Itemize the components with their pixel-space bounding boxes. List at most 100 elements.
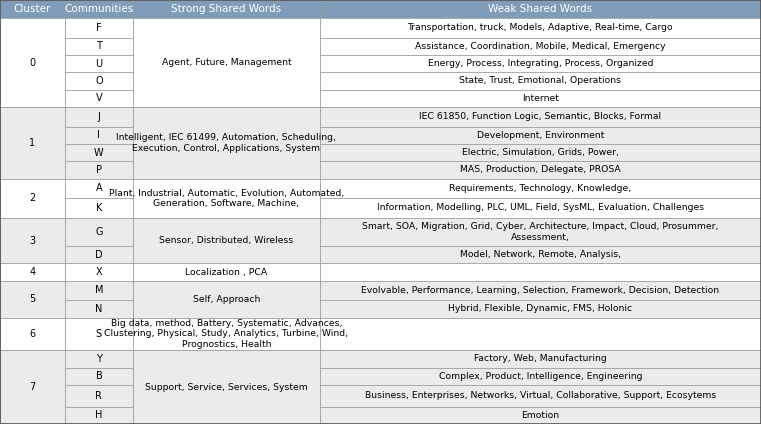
Text: Requirements, Technology, Knowledge,: Requirements, Technology, Knowledge, [449, 184, 632, 193]
Bar [0, 0, 65, 18]
Bar [320, 198, 761, 218]
Text: Transportation, truck, Models, Adaptive, Real-time, Cargo: Transportation, truck, Models, Adaptive,… [407, 23, 673, 32]
Text: Energy, Process, Integrating, Process, Organized: Energy, Process, Integrating, Process, O… [428, 59, 653, 68]
Bar [65, 218, 133, 246]
Text: 2: 2 [29, 193, 36, 203]
Bar [133, 179, 320, 198]
Bar [0, 218, 65, 263]
Bar [320, 72, 761, 89]
Bar [320, 55, 761, 72]
Bar [133, 179, 320, 218]
Text: MAS, Production, Delegate, PROSA: MAS, Production, Delegate, PROSA [460, 165, 621, 175]
Text: Electric, Simulation, Grids, Power,: Electric, Simulation, Grids, Power, [462, 148, 619, 157]
Bar [0, 72, 65, 89]
Bar [133, 318, 320, 350]
Text: G: G [95, 227, 103, 237]
Text: F: F [96, 23, 102, 33]
Text: J: J [97, 112, 100, 122]
Text: Information, Modelling, PLC, UML, Field, SysML, Evaluation, Challenges: Information, Modelling, PLC, UML, Field,… [377, 204, 704, 212]
Bar [133, 281, 320, 318]
Bar [320, 407, 761, 424]
Text: A: A [96, 184, 102, 193]
Text: Evolvable, Performance, Learning, Selection, Framework, Decision, Detection: Evolvable, Performance, Learning, Select… [361, 286, 719, 295]
Bar [320, 107, 761, 126]
Bar [133, 300, 320, 318]
Text: 3: 3 [29, 236, 36, 245]
Text: Support, Service, Services, System: Support, Service, Services, System [145, 382, 307, 392]
Bar [133, 0, 320, 18]
Bar [320, 368, 761, 385]
Text: Sensor, Distributed, Wireless: Sensor, Distributed, Wireless [159, 236, 294, 245]
Bar [0, 300, 65, 318]
Text: R: R [95, 391, 103, 401]
Bar [133, 368, 320, 385]
Bar [65, 300, 133, 318]
Text: 5: 5 [29, 294, 36, 304]
Text: N: N [95, 304, 103, 314]
Bar [65, 89, 133, 107]
Text: Agent, Future, Management: Agent, Future, Management [161, 58, 291, 67]
Text: U: U [95, 59, 103, 69]
Bar [320, 300, 761, 318]
Text: Complex, Product, Intelligence, Engineering: Complex, Product, Intelligence, Engineer… [438, 372, 642, 381]
Bar [0, 107, 65, 179]
Bar [0, 18, 65, 107]
Text: Development, Environment: Development, Environment [476, 131, 604, 140]
Bar [133, 38, 320, 55]
Bar [133, 144, 320, 161]
Bar [133, 281, 320, 300]
Text: Strong Shared Words: Strong Shared Words [171, 4, 282, 14]
Bar [65, 72, 133, 89]
Text: S: S [96, 329, 102, 339]
Text: 7: 7 [29, 382, 36, 392]
Bar [320, 218, 761, 246]
Bar [133, 246, 320, 263]
Text: Big data, method, Battery, Systematic, Advances,
Clustering, Physical, Study, An: Big data, method, Battery, Systematic, A… [104, 319, 349, 349]
Bar [65, 246, 133, 263]
Text: I: I [97, 130, 100, 140]
Bar [0, 144, 65, 161]
Bar [65, 368, 133, 385]
Bar [320, 38, 761, 55]
Bar [0, 281, 65, 300]
Bar [0, 126, 65, 144]
Bar [133, 263, 320, 281]
Bar [0, 281, 65, 318]
Text: Model, Network, Remote, Analysis,: Model, Network, Remote, Analysis, [460, 250, 621, 259]
Bar [133, 161, 320, 179]
Bar [0, 350, 65, 424]
Bar [133, 218, 320, 246]
Text: IEC 61850, Function Logic, Semantic, Blocks, Formal: IEC 61850, Function Logic, Semantic, Blo… [419, 112, 661, 121]
Text: K: K [96, 203, 102, 213]
Text: Smart, SOA, Migration, Grid, Cyber, Architecture, Impact, Cloud, Prosummer,
Asse: Smart, SOA, Migration, Grid, Cyber, Arch… [362, 222, 718, 242]
Bar [320, 246, 761, 263]
Bar [65, 144, 133, 161]
Bar [65, 281, 133, 300]
Bar [0, 38, 65, 55]
Bar [65, 385, 133, 407]
Bar [133, 107, 320, 126]
Bar [0, 407, 65, 424]
Text: 1: 1 [29, 138, 36, 148]
Bar [0, 318, 65, 350]
Bar [133, 198, 320, 218]
Bar [133, 407, 320, 424]
Text: W: W [94, 148, 103, 158]
Bar [320, 281, 761, 300]
Bar [0, 55, 65, 72]
Bar [0, 218, 65, 246]
Bar [133, 55, 320, 72]
Bar [320, 18, 761, 38]
Bar [65, 318, 133, 350]
Bar [133, 218, 320, 263]
Bar [133, 350, 320, 368]
Text: 0: 0 [29, 58, 36, 67]
Bar [133, 89, 320, 107]
Text: B: B [96, 371, 102, 381]
Bar [133, 18, 320, 38]
Bar [320, 385, 761, 407]
Text: O: O [95, 76, 103, 86]
Bar [65, 0, 133, 18]
Text: Internet: Internet [522, 94, 559, 103]
Bar [65, 407, 133, 424]
